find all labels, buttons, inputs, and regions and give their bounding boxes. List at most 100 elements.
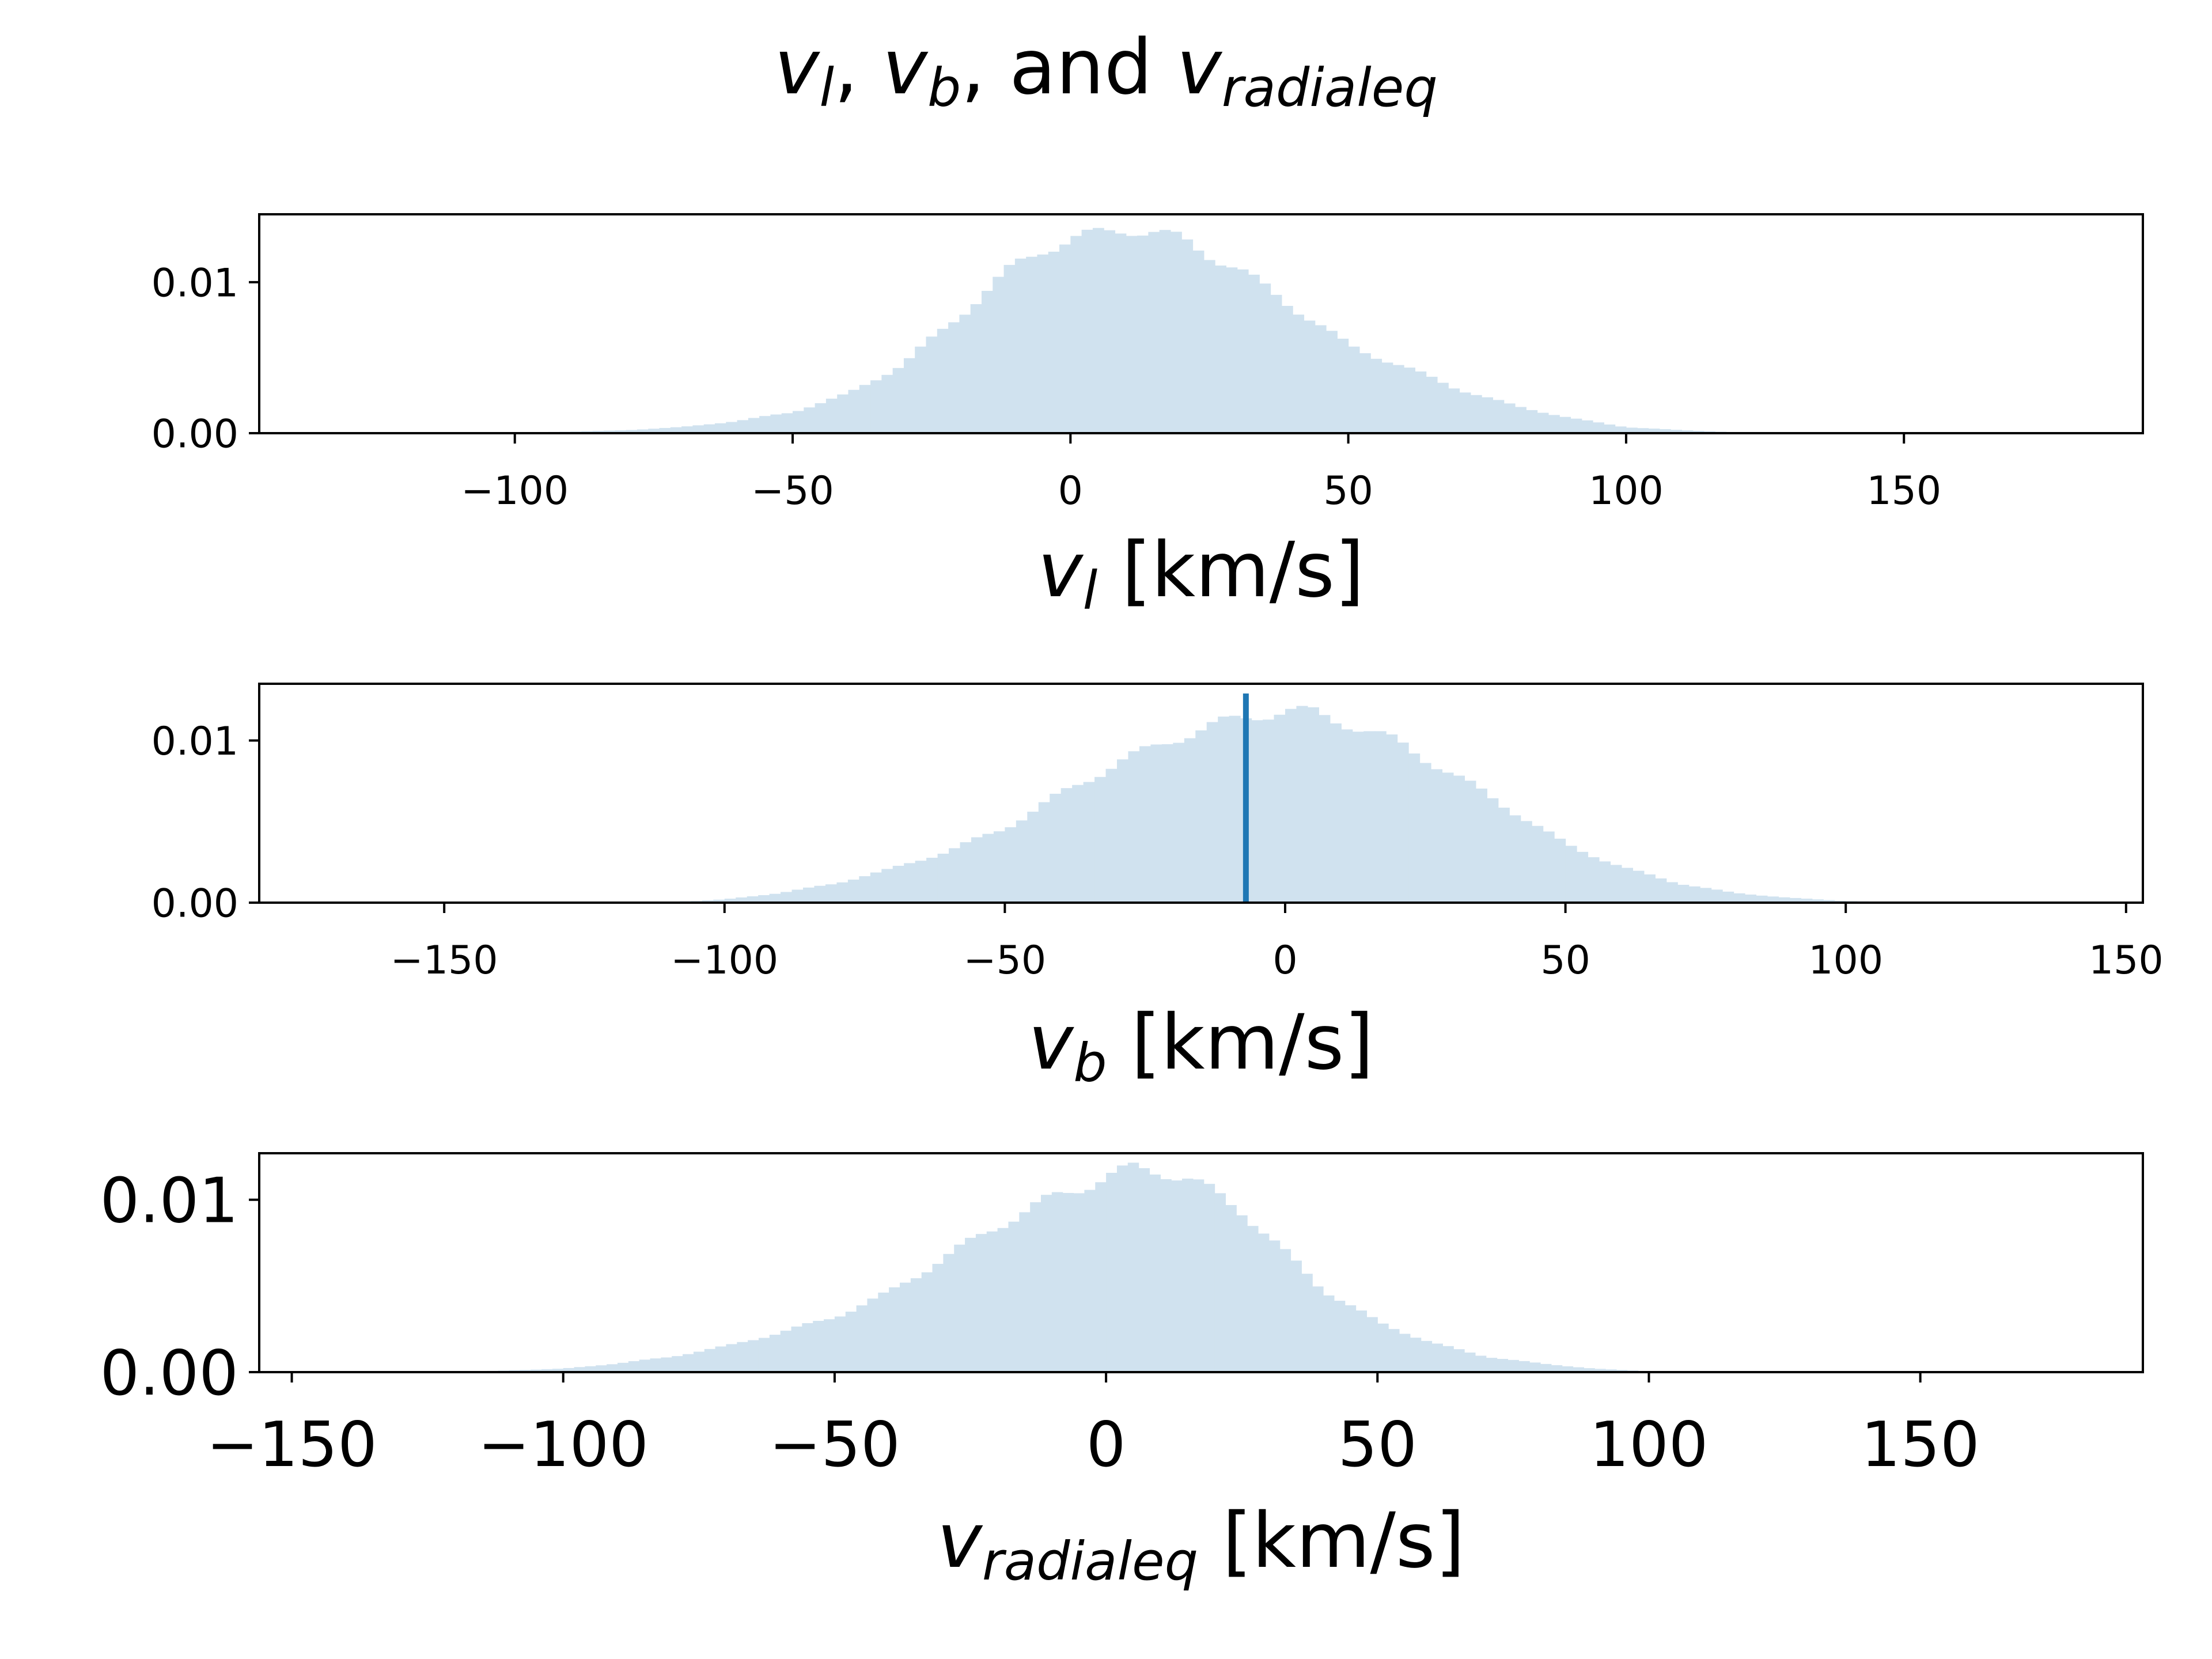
x-tick-label: 50 bbox=[1323, 468, 1373, 514]
histogram-bar bbox=[1459, 392, 1471, 433]
histogram-bar bbox=[1437, 382, 1449, 433]
histogram-bar bbox=[1518, 1361, 1530, 1372]
x-tick-label: 150 bbox=[1861, 1409, 1980, 1481]
histogram-bar bbox=[859, 385, 871, 433]
histogram-bar bbox=[1397, 743, 1409, 903]
histogram-bar bbox=[637, 429, 649, 433]
x-tick-label: −100 bbox=[671, 938, 778, 983]
x-tick-label: 0 bbox=[1058, 468, 1083, 514]
histogram-bar bbox=[693, 1351, 705, 1372]
histogram-bar bbox=[648, 429, 660, 433]
histogram-bar bbox=[1733, 893, 1745, 903]
histogram-bar bbox=[1215, 265, 1227, 433]
histogram-bars bbox=[400, 1162, 1704, 1372]
histogram-bar bbox=[1038, 802, 1050, 903]
histogram-bar bbox=[1559, 416, 1571, 433]
histogram-bar bbox=[769, 893, 781, 903]
histogram-bar bbox=[937, 328, 949, 433]
histogram-bar bbox=[672, 1356, 683, 1372]
histogram-bar bbox=[1161, 744, 1173, 903]
histogram-bar bbox=[1229, 715, 1241, 903]
histogram-bar bbox=[1263, 719, 1275, 903]
histogram-bar bbox=[1464, 1353, 1476, 1372]
histogram-bar bbox=[1279, 1249, 1291, 1372]
histogram-bar bbox=[889, 1287, 900, 1372]
x-axis-label-sub: radialeq bbox=[982, 1531, 1198, 1592]
histogram-bar bbox=[1626, 427, 1638, 433]
x-tick-label: 150 bbox=[2089, 938, 2164, 983]
histogram-bar bbox=[1296, 706, 1308, 903]
histogram-bar bbox=[1355, 1310, 1368, 1372]
histogram-bar bbox=[1274, 714, 1286, 903]
histogram-bar bbox=[870, 872, 882, 903]
histogram-bar bbox=[965, 1237, 976, 1372]
histogram-bar bbox=[1756, 895, 1768, 903]
histogram-panel-2: −150 −100 −50 0 50 100 150 0.00 0.01 vb [km/s] bbox=[151, 683, 2164, 1094]
histogram-bar bbox=[1605, 1369, 1617, 1372]
histogram-bar bbox=[1431, 769, 1443, 903]
histogram-bar bbox=[1599, 861, 1611, 903]
histogram-bar bbox=[878, 1292, 889, 1372]
histogram-bar bbox=[1319, 715, 1331, 903]
histogram-bar bbox=[793, 411, 804, 433]
histogram-bar bbox=[1218, 716, 1230, 903]
histogram-bar bbox=[1138, 1168, 1150, 1372]
histogram-bar bbox=[903, 358, 915, 433]
histogram-bar bbox=[1041, 1195, 1052, 1372]
histogram-bar bbox=[1352, 732, 1364, 903]
histogram-bar bbox=[824, 1319, 835, 1372]
histogram-bar bbox=[1084, 1190, 1096, 1372]
histogram-bar bbox=[1312, 1286, 1324, 1372]
histogram-bar bbox=[1540, 1363, 1552, 1372]
histogram-bar bbox=[1392, 365, 1404, 433]
histogram-bar bbox=[1509, 815, 1521, 903]
histogram-bar bbox=[1348, 346, 1360, 433]
histogram-bar bbox=[1195, 730, 1207, 903]
x-tick-label: −100 bbox=[478, 1409, 649, 1481]
histogram-bar bbox=[1475, 1355, 1487, 1372]
histogram-bar bbox=[1767, 896, 1779, 903]
histogram-bar bbox=[1604, 424, 1616, 433]
histogram-bar bbox=[847, 879, 859, 903]
histogram-bar bbox=[1421, 1340, 1433, 1372]
x-tick-label: −100 bbox=[461, 468, 569, 514]
histogram-bar bbox=[1257, 1233, 1270, 1372]
histogram-bar bbox=[1116, 1165, 1128, 1372]
histogram-bar bbox=[1060, 788, 1073, 903]
x-tick-label: −50 bbox=[769, 1409, 900, 1481]
histogram-bar bbox=[856, 1305, 868, 1372]
histogram-bar bbox=[626, 430, 638, 433]
histogram-bar bbox=[1159, 230, 1171, 433]
histogram-bar bbox=[1026, 256, 1038, 433]
histogram-bar bbox=[981, 290, 993, 433]
histogram-bar bbox=[1315, 325, 1327, 433]
histogram-bar bbox=[1366, 1317, 1378, 1372]
histogram-bar bbox=[726, 422, 738, 433]
histogram-bar bbox=[949, 848, 961, 903]
x-tick-label: −50 bbox=[751, 468, 834, 514]
histogram-bar bbox=[1003, 264, 1016, 433]
histogram-bar bbox=[1005, 827, 1017, 903]
histogram-bar bbox=[859, 876, 871, 903]
figure-title-sep-2: , and bbox=[961, 23, 1176, 112]
histogram-bar bbox=[970, 304, 982, 433]
histogram-bar bbox=[661, 1357, 672, 1372]
histogram-bar bbox=[993, 276, 1005, 433]
x-tick-label: −150 bbox=[206, 1409, 377, 1481]
histogram-bar bbox=[915, 861, 927, 903]
x-tick-label: 50 bbox=[1540, 938, 1590, 983]
histogram-bar bbox=[1059, 244, 1071, 433]
y-tick-label: 0.01 bbox=[151, 260, 238, 306]
histogram-bar bbox=[1330, 723, 1342, 903]
x-axis-label: vradialeq [km/s] bbox=[937, 1497, 1465, 1592]
figure-title-var-1: v bbox=[774, 23, 820, 112]
histogram-bar bbox=[1453, 775, 1465, 903]
axes-frame bbox=[258, 683, 2144, 904]
histogram-bar bbox=[1377, 1323, 1389, 1372]
histogram-bar bbox=[1426, 377, 1438, 433]
histogram-bar bbox=[1537, 412, 1549, 433]
histogram-bar bbox=[737, 1342, 748, 1372]
histogram-bar bbox=[770, 414, 782, 433]
histogram-bar bbox=[870, 380, 882, 433]
